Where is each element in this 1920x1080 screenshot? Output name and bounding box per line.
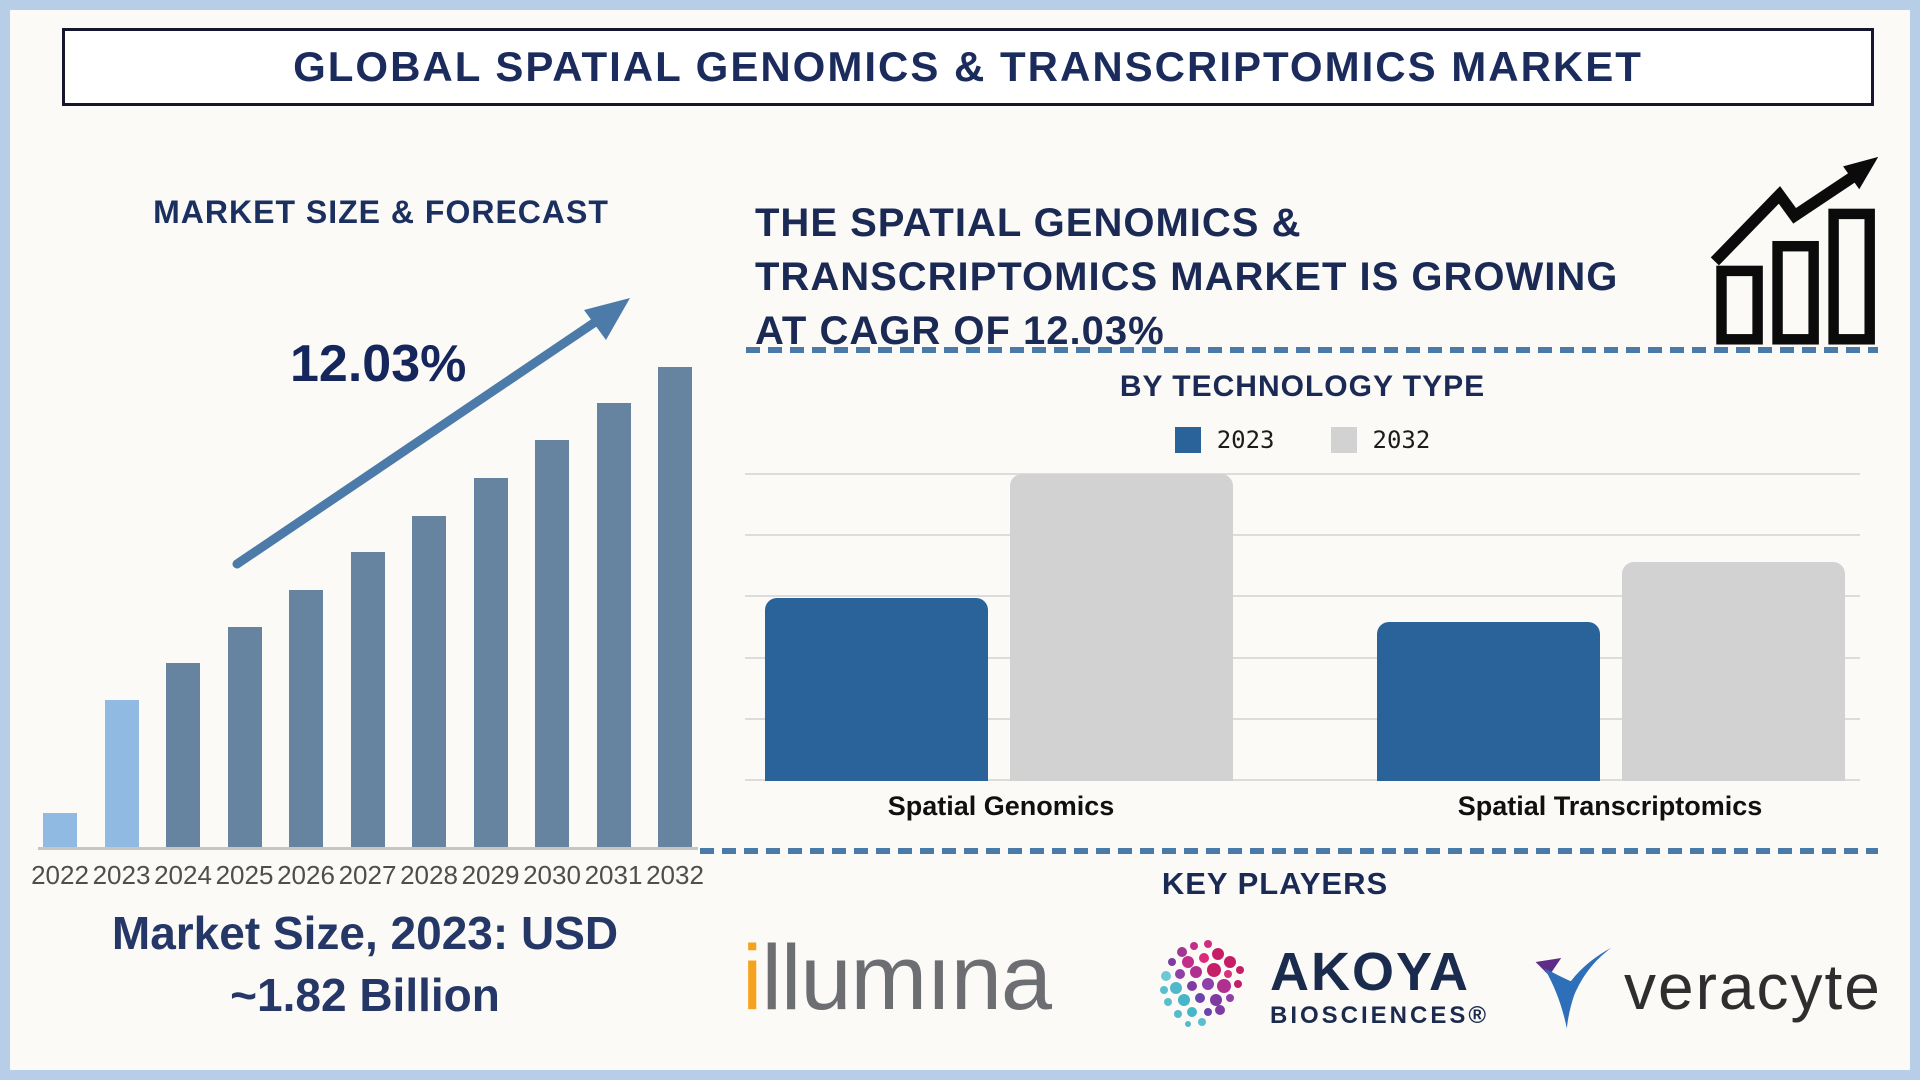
forecast-bar-2028 bbox=[412, 516, 446, 849]
legend-item-2032: 2032 bbox=[1330, 426, 1431, 454]
akoya-dots-icon bbox=[1160, 940, 1244, 1027]
cagr-annotation: 12.03% bbox=[290, 335, 467, 393]
headline-line-3: AT CAGR OF 12.03% bbox=[755, 309, 1165, 353]
right-headline: THE SPATIAL GENOMICS & TRANSCRIPTOMICS M… bbox=[755, 196, 1715, 358]
by-technology-heading: BY TECHNOLOGY TYPE bbox=[1119, 370, 1486, 403]
forecast-bar-2025 bbox=[227, 627, 262, 849]
gridline bbox=[745, 718, 1860, 720]
illumina-logo: illumına bbox=[742, 927, 1052, 1029]
category-label-spatial-transcriptomics: Spatial Transcriptomics bbox=[1457, 791, 1763, 821]
page-title: GLOBAL SPATIAL GENOMICS & TRANSCRIPTOMIC… bbox=[293, 43, 1643, 90]
chart-legend: 2023 2032 bbox=[745, 426, 1860, 454]
tech-bar-2032-spatial-transcriptomics bbox=[1622, 562, 1845, 781]
year-label-2025: 2025 bbox=[215, 860, 274, 890]
tech-bar-2023-spatial-transcriptomics bbox=[1377, 622, 1600, 781]
gridline bbox=[745, 595, 1860, 597]
forecast-bar-2026 bbox=[289, 590, 323, 849]
dashed-divider-top bbox=[746, 347, 1878, 353]
forecast-bar-2029 bbox=[473, 478, 508, 849]
akoya-wordmark: AKOYA bbox=[1270, 942, 1471, 1002]
year-label-2023: 2023 bbox=[92, 860, 151, 890]
akoya-wordmark-block: AKOYA BIOSCIENCES® bbox=[1270, 938, 1489, 1030]
legend-label-2023: 2023 bbox=[1216, 426, 1275, 454]
x-axis-line bbox=[38, 847, 698, 850]
category-label-spatial-genomics: Spatial Genomics bbox=[887, 791, 1115, 821]
illumina-logo-rest: llumına bbox=[761, 927, 1052, 1029]
gridline bbox=[745, 779, 1860, 781]
year-label-2026: 2026 bbox=[277, 860, 335, 890]
key-players-heading: KEY PLAYERS bbox=[1161, 866, 1389, 901]
forecast-bar-2023 bbox=[104, 700, 139, 849]
tech-bar-2023-spatial-genomics bbox=[765, 598, 988, 781]
forecast-bar-2024 bbox=[166, 663, 200, 849]
year-label-2024: 2024 bbox=[154, 860, 212, 890]
headline-line-1: THE SPATIAL GENOMICS & bbox=[755, 201, 1302, 245]
year-label-2022: 2022 bbox=[31, 860, 89, 890]
veracyte-logo: veracyte bbox=[1534, 940, 1882, 1040]
akoya-logo: AKOYA BIOSCIENCES® bbox=[1158, 938, 1489, 1038]
tech-bar-2032-spatial-genomics bbox=[1010, 474, 1233, 781]
legend-label-2032: 2032 bbox=[1372, 426, 1431, 454]
year-label-2028: 2028 bbox=[400, 860, 458, 890]
growth-chart-icon bbox=[1710, 156, 1879, 345]
gridline bbox=[745, 473, 1860, 475]
veracyte-check-icon bbox=[1535, 947, 1612, 1029]
legend-swatch-2023 bbox=[1174, 427, 1201, 453]
year-label-2027: 2027 bbox=[338, 860, 397, 890]
forecast-bar-2027 bbox=[350, 552, 385, 849]
market-size-caption: Market Size, 2023: USD ~1.82 Billion bbox=[20, 902, 710, 1026]
year-label-2030: 2030 bbox=[523, 860, 581, 890]
forecast-bar-2031 bbox=[596, 403, 631, 849]
forecast-bar-2022 bbox=[43, 813, 77, 849]
caption-line-1: Market Size, 2023: USD bbox=[111, 907, 619, 959]
forecast-bar-2032 bbox=[658, 367, 692, 849]
caption-line-2: ~1.82 Billion bbox=[230, 969, 500, 1021]
year-label-2029: 2029 bbox=[461, 860, 520, 890]
year-label-2032: 2032 bbox=[646, 860, 704, 890]
gridline bbox=[745, 657, 1860, 659]
title-banner: GLOBAL SPATIAL GENOMICS & TRANSCRIPTOMIC… bbox=[62, 28, 1874, 106]
legend-swatch-2032 bbox=[1330, 427, 1357, 453]
legend-item-2023: 2023 bbox=[1174, 426, 1275, 454]
forecast-bar-2030 bbox=[535, 440, 569, 849]
left-chart-title: MARKET SIZE & FORECAST bbox=[153, 194, 609, 230]
akoya-subtext: BIOSCIENCES® bbox=[1270, 1002, 1490, 1029]
year-label-2031: 2031 bbox=[584, 860, 643, 890]
illumina-logo-orange-i: i bbox=[742, 927, 762, 1029]
veracyte-wordmark: veracyte bbox=[1624, 951, 1882, 1023]
growth-arrow bbox=[232, 298, 630, 569]
gridline bbox=[745, 534, 1860, 536]
headline-line-2: TRANSCRIPTOMICS MARKET IS GROWING bbox=[755, 255, 1619, 299]
dashed-divider-bottom bbox=[700, 848, 1878, 854]
